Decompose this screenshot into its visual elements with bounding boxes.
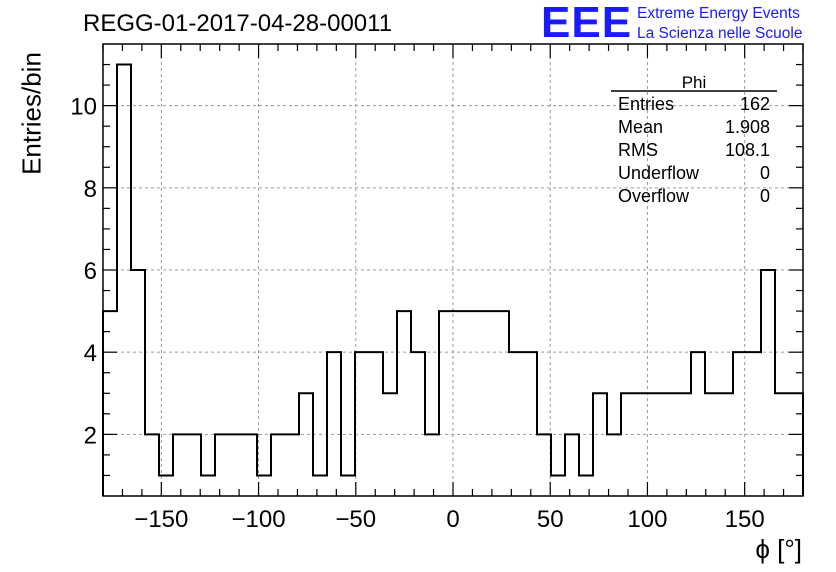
y-tick-label: 8 [84,176,97,203]
eee-logo: EEE [541,0,633,47]
x-tick-label: −50 [335,506,376,533]
logo-line-2: La Scienza nelle Scuole [637,25,803,42]
stats-value: 0 [760,163,770,183]
logo-line-1: Extreme Energy Events [637,5,800,22]
x-tick-label: 0 [446,506,459,533]
page-title: REGG-01-2017-04-28-00011 [83,10,393,37]
grid-lines [103,44,803,496]
x-tick-label: 50 [537,506,564,533]
stats-label: Mean [618,117,663,137]
stats-box: Phi Entries 162 Mean 1.908 RMS 108.1 Underflow… [611,73,777,206]
x-tick-label: −100 [232,506,286,533]
plot-frame [102,43,804,497]
y-axis-label: Entries/bin [16,52,47,175]
y-tick-label: 4 [84,340,97,367]
histogram-line [102,63,804,496]
stats-label: Underflow [618,163,700,183]
x-axis-label: ϕ [°] [755,534,802,564]
axis-ticks: −150 −100 −50 0 50 100 150 2 4 6 8 10 [70,44,804,533]
y-tick-label: 2 [84,422,97,449]
stats-box-name: Phi [682,73,707,92]
y-tick-label: 10 [70,94,97,121]
stats-label: Overflow [618,186,690,206]
stats-label: RMS [618,140,658,160]
stats-label: Entries [618,94,674,114]
stats-value: 1.908 [725,117,770,137]
x-tick-label: 150 [725,506,765,533]
stats-value: 108.1 [725,140,770,160]
stats-value: 162 [740,94,770,114]
y-tick-label: 6 [84,258,97,285]
x-tick-label: 100 [627,506,667,533]
stats-value: 0 [760,186,770,206]
logo-caption: Extreme Energy Events La Scienza nelle S… [637,4,802,44]
x-tick-label: −150 [134,506,188,533]
